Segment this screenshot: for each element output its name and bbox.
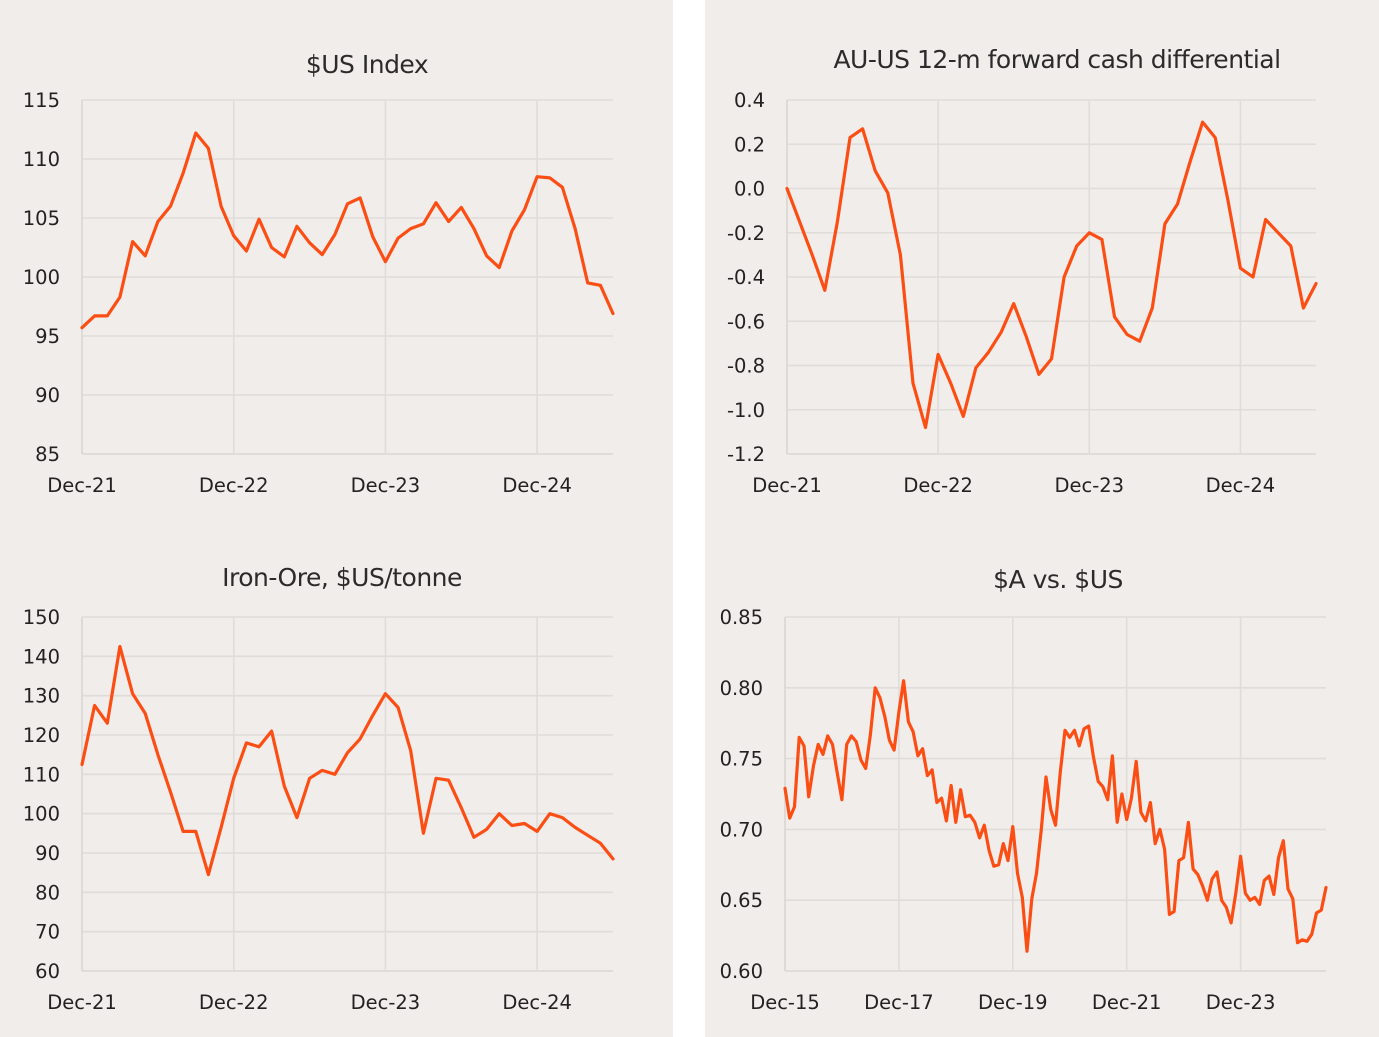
- chart-title: $US Index: [306, 50, 428, 79]
- series: [783, 679, 1328, 953]
- y-tick-label: 110: [23, 763, 60, 786]
- x-tick-label: Dec-19: [978, 991, 1048, 1014]
- axis-ticks: -1.2 -1.0 -0.8 -0.6 -0.4 -0.2 0.0 0.2 0.4 Dec-21 D…: [727, 89, 1275, 497]
- y-tick-label: 0.85: [720, 606, 763, 629]
- y-tick-label: 0.80: [720, 677, 763, 700]
- x-tick-label: Dec-21: [47, 474, 117, 497]
- y-tick-label: -0.4: [727, 266, 765, 289]
- x-tick-label: Dec-21: [752, 474, 822, 497]
- y-tick-label: 105: [23, 207, 60, 230]
- y-tick-label: 0.0: [734, 178, 765, 201]
- y-tick-label: 80: [35, 881, 60, 904]
- chart-title: AU-US 12-m forward cash differential: [833, 45, 1280, 74]
- grid: [786, 99, 1316, 455]
- series: [80, 131, 615, 330]
- chart-title: $A vs. $US: [993, 565, 1123, 594]
- x-tick-label: Dec-24: [502, 991, 572, 1014]
- usd-index-chart: $US Index 85 90 95 100 105 110 115 Dec-21 Dec-22…: [23, 50, 615, 497]
- y-tick-label: 100: [23, 266, 60, 289]
- x-tick-label: Dec-23: [351, 474, 421, 497]
- x-tick-label: Dec-22: [903, 474, 973, 497]
- axis-ticks: 85 90 95 100 105 110 115 Dec-21 Dec-22 Dec-23 Dec-…: [23, 89, 572, 497]
- x-tick-label: Dec-22: [199, 991, 269, 1014]
- y-tick-label: 140: [23, 645, 60, 668]
- series-line: [783, 679, 1328, 953]
- axis-ticks: 0.60 0.65 0.70 0.75 0.80 0.85 Dec-15 Dec-17 Dec-…: [720, 606, 1276, 1014]
- y-tick-label: 0.70: [720, 818, 763, 841]
- x-tick-label: Dec-21: [47, 991, 117, 1014]
- x-tick-label: Dec-15: [750, 991, 820, 1014]
- y-tick-label: -0.2: [727, 222, 765, 245]
- y-tick-label: 90: [35, 384, 60, 407]
- y-tick-label: 90: [35, 842, 60, 865]
- y-tick-label: 0.60: [720, 960, 763, 983]
- axis-ticks: 60 70 80 90 100 110 120 130 140 150 Dec-21 Dec-22 De…: [23, 606, 572, 1014]
- y-tick-label: -1.0: [727, 399, 765, 422]
- y-tick-label: 0.4: [734, 89, 765, 112]
- series: [80, 644, 615, 877]
- y-tick-label: 60: [35, 960, 60, 983]
- y-tick-label: 70: [35, 921, 60, 944]
- y-tick-label: -0.8: [727, 355, 765, 378]
- y-tick-label: 85: [35, 443, 60, 466]
- y-tick-label: 130: [23, 685, 60, 708]
- left-panel: [0, 0, 673, 1037]
- x-tick-label: Dec-24: [1206, 474, 1276, 497]
- y-tick-label: 95: [35, 325, 60, 348]
- series: [785, 120, 1318, 430]
- chart-title: Iron-Ore, $US/tonne: [222, 563, 462, 592]
- x-tick-label: Dec-23: [1206, 991, 1276, 1014]
- y-tick-label: 150: [23, 606, 60, 629]
- x-tick-label: Dec-23: [1054, 474, 1124, 497]
- x-tick-label: Dec-22: [199, 474, 269, 497]
- x-tick-label: Dec-23: [351, 991, 421, 1014]
- x-tick-label: Dec-24: [502, 474, 572, 497]
- cash-differential-chart: AU-US 12-m forward cash differential -1.…: [727, 45, 1318, 497]
- x-tick-label: Dec-21: [1092, 991, 1162, 1014]
- grid: [784, 616, 1326, 972]
- right-panel: [705, 0, 1379, 1037]
- series-line: [785, 120, 1318, 430]
- y-tick-label: 0.2: [734, 133, 765, 156]
- series-line: [80, 131, 615, 330]
- iron-ore-chart: Iron-Ore, $US/tonne 60 70 80 90 100 110 120 130…: [23, 563, 615, 1014]
- grid: [81, 99, 613, 455]
- y-tick-label: 0.65: [720, 889, 763, 912]
- y-tick-label: -0.6: [727, 310, 765, 333]
- grid: [81, 616, 613, 972]
- aud-usd-chart: $A vs. $US 0.60 0.65 0.70 0.75 0.80 0.85 Dec-1…: [720, 565, 1328, 1014]
- y-tick-label: -1.2: [727, 443, 765, 466]
- y-tick-label: 120: [23, 724, 60, 747]
- x-tick-label: Dec-17: [864, 991, 934, 1014]
- y-tick-label: 110: [23, 148, 60, 171]
- series-line: [80, 644, 615, 877]
- y-tick-label: 100: [23, 803, 60, 826]
- y-tick-label: 115: [23, 89, 60, 112]
- y-tick-label: 0.75: [720, 748, 763, 771]
